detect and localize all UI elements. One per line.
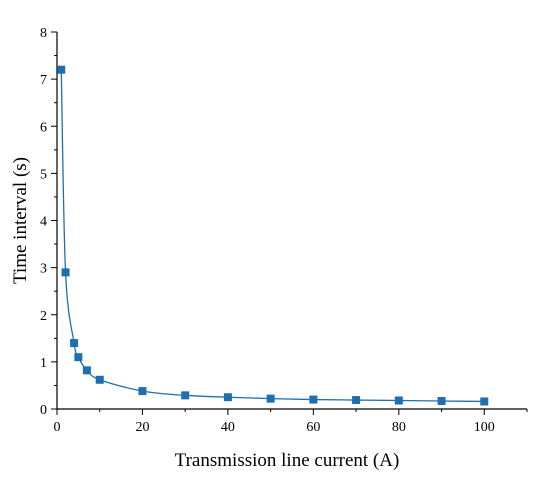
data-point xyxy=(57,65,66,74)
y-tick-label: 5 xyxy=(40,167,47,182)
data-point xyxy=(223,393,232,402)
x-ticks: 0 20 40 60 80 100 xyxy=(54,409,528,435)
y-tick-label: 3 xyxy=(40,262,47,277)
data-point xyxy=(70,339,79,348)
x-tick-label: 60 xyxy=(306,420,320,435)
y-tick-label: 4 xyxy=(40,215,47,230)
data-point xyxy=(352,396,361,405)
data-point xyxy=(309,395,318,404)
y-tick-label: 7 xyxy=(40,73,47,88)
data-point xyxy=(266,394,275,403)
x-tick-label: 100 xyxy=(474,420,495,435)
data-point xyxy=(61,268,70,277)
x-tick-label: 0 xyxy=(54,420,61,435)
x-tick-label: 40 xyxy=(221,420,235,435)
data-point xyxy=(74,353,83,362)
data-point xyxy=(181,391,190,400)
y-tick-label: 6 xyxy=(40,120,47,135)
data-point xyxy=(82,366,91,375)
axes xyxy=(56,32,527,410)
y-tick-label: 1 xyxy=(40,356,47,371)
y-tick-label: 8 xyxy=(40,26,47,41)
y-axis-title: Time interval (s) xyxy=(10,157,31,284)
data-point xyxy=(437,396,446,405)
y-tick-label: 0 xyxy=(40,403,47,418)
x-tick-label: 20 xyxy=(135,420,149,435)
x-axis-title: Transmission line current (A) xyxy=(175,450,400,471)
data-point xyxy=(480,397,489,406)
data-point xyxy=(95,375,104,384)
data-point xyxy=(394,396,403,405)
data-point xyxy=(138,387,147,396)
x-tick-label: 80 xyxy=(392,420,406,435)
fit-curve xyxy=(60,69,485,403)
y-ticks: 0 1 2 3 4 5 6 7 8 xyxy=(40,26,57,418)
y-tick-label: 2 xyxy=(40,309,47,324)
data-points xyxy=(57,65,489,406)
